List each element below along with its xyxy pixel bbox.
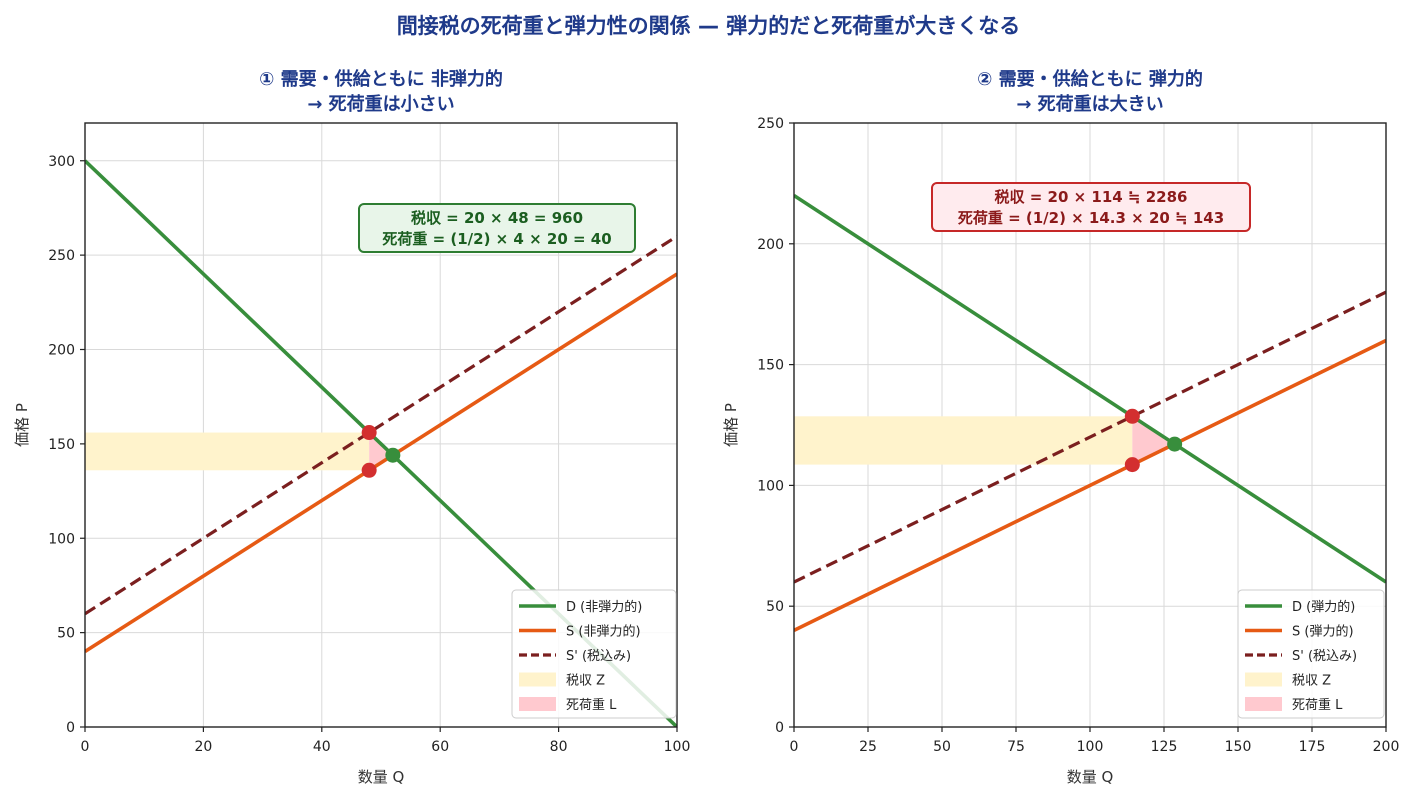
x-axis-label: 数量 Q (1067, 768, 1114, 786)
y-tick-label: 0 (66, 720, 75, 736)
chart-right-elastic: ② 需要・供給ともに 弾力的 → 死荷重は大きい 0 25 50 75 100 125 150 1… (722, 68, 1400, 786)
x-tick-label: 125 (1151, 739, 1178, 755)
x-tick-label: 60 (431, 739, 449, 755)
supply-line (794, 338, 1386, 632)
demand-line (794, 193, 1386, 584)
y-tick-label: 300 (48, 154, 75, 170)
legend-label-deadweight-loss: 死荷重 L (566, 697, 617, 713)
deadweight-loss-triangle (369, 432, 393, 471)
legend-label-supply-line: S (弾力的) (1292, 624, 1354, 640)
legend-label-demand-line: D (非弾力的) (566, 599, 642, 615)
tax-revenue-area (85, 432, 370, 471)
y-tick-label: 50 (766, 599, 784, 615)
x-tick-label: 80 (550, 739, 568, 755)
legend-label-supply-line: S (非弾力的) (566, 624, 641, 640)
x-tick-label: 20 (194, 739, 212, 755)
annotation-line-2: 死荷重 = (1/2) × 4 × 20 = 40 (382, 230, 611, 248)
legend-label-deadweight-loss: 死荷重 L (1292, 697, 1343, 713)
point-equilibrium (1167, 436, 1183, 452)
plot-area (85, 159, 677, 727)
x-tick-label: 200 (1373, 739, 1400, 755)
supply-with-tax-line (85, 234, 677, 616)
y-tick-label: 100 (48, 531, 75, 547)
legend-swatch-tax-revenue (519, 672, 556, 687)
x-tick-label: 25 (859, 739, 877, 755)
point-buyer-price (361, 425, 377, 441)
x-tick-label: 100 (664, 739, 691, 755)
y-tick-label: 200 (757, 237, 784, 253)
point-equilibrium (385, 447, 401, 463)
annotation-box (358, 203, 636, 253)
x-tick-label: 150 (1225, 739, 1252, 755)
x-tick-label: 40 (313, 739, 331, 755)
panel-title-line-2: → 死荷重は大きい (1016, 93, 1163, 115)
legend-label-tax-revenue: 税収 Z (566, 674, 605, 689)
x-axis-label: 数量 Q (358, 768, 405, 786)
y-tick-label: 250 (757, 116, 784, 132)
legend-label-tax-revenue: 税収 Z (1292, 674, 1331, 689)
x-tick-label: 175 (1299, 739, 1326, 755)
y-tick-label: 100 (757, 478, 784, 494)
point-seller-price (361, 462, 377, 478)
legend-label-supply-with-tax-line: S' (税込み) (566, 649, 631, 664)
panel-title-line-1: ② 需要・供給ともに 弾力的 (977, 68, 1203, 90)
y-tick-label: 0 (775, 720, 784, 736)
supply-with-tax-line (794, 290, 1386, 584)
annotation-box (931, 182, 1251, 232)
y-tick-label: 150 (48, 437, 75, 453)
plot-area (794, 193, 1386, 632)
point-buyer-price (1124, 408, 1140, 424)
panel-title-line-2: → 死荷重は小さい (307, 93, 454, 115)
y-tick-label: 50 (57, 626, 75, 642)
x-tick-label: 0 (790, 739, 799, 755)
legend-swatch-deadweight-loss (519, 697, 556, 711)
deadweight-loss-triangle (1132, 416, 1175, 465)
y-tick-label: 250 (48, 248, 75, 264)
legend-swatch-deadweight-loss (1245, 697, 1282, 711)
x-tick-label: 75 (1007, 739, 1025, 755)
x-tick-label: 0 (81, 739, 90, 755)
annotation-line-1: 税収 = 20 × 48 = 960 (411, 209, 583, 227)
panel-title-line-1: ① 需要・供給ともに 非弾力的 (259, 68, 503, 90)
supply-line (85, 272, 677, 654)
chart-left-inelastic: ① 需要・供給ともに 非弾力的 → 死荷重は小さい 0 20 40 60 80 100 0 50 1… (13, 68, 691, 786)
x-tick-label: 100 (1077, 739, 1104, 755)
annotation-line-2: 死荷重 = (1/2) × 14.3 × 20 ≒ 143 (958, 209, 1224, 227)
point-seller-price (1124, 457, 1140, 473)
figure-title: 間接税の死荷重と弾力性の関係 — 弾力的だと死荷重が大きくなる (396, 14, 1021, 38)
annotation-line-1: 税収 = 20 × 114 ≒ 2286 (995, 188, 1188, 206)
legend-label-supply-with-tax-line: S' (税込み) (1292, 649, 1357, 664)
axes-frame (84, 122, 678, 728)
y-axis-label: 価格 P (13, 403, 31, 447)
tax-revenue-area (794, 416, 1133, 465)
legend-swatch-tax-revenue (1245, 672, 1282, 687)
x-tick-label: 50 (933, 739, 951, 755)
y-tick-label: 200 (48, 343, 75, 359)
y-axis-label: 価格 P (722, 403, 740, 447)
legend-label-demand-line: D (弾力的) (1292, 599, 1355, 615)
y-tick-label: 150 (757, 358, 784, 374)
